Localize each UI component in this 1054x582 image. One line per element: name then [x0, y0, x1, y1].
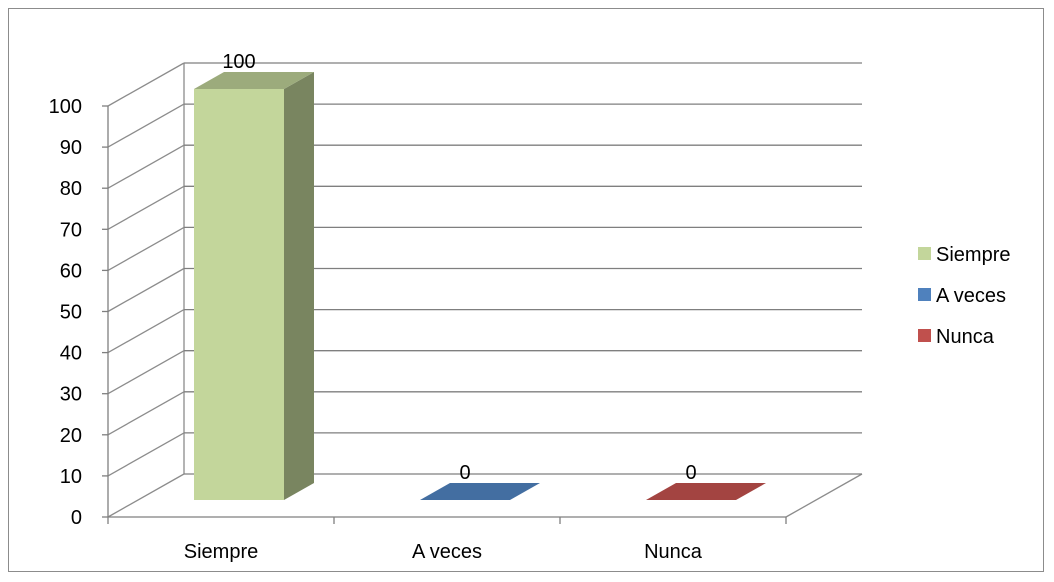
bar-top — [194, 72, 314, 89]
bar-siempre — [194, 72, 314, 500]
chart-floor — [785, 473, 863, 518]
bar-side — [284, 72, 314, 500]
legend-swatch — [918, 329, 931, 342]
side-gridline — [107, 309, 185, 354]
side-gridline — [107, 103, 185, 148]
bar-top — [646, 483, 766, 500]
data-label: 0 — [685, 462, 696, 484]
y-tick-label: 30 — [60, 384, 82, 406]
side-gridline — [107, 473, 185, 518]
side-gridline — [107, 391, 185, 436]
side-gridline — [107, 144, 185, 189]
bar-nunca — [646, 483, 766, 500]
x-axis: Siempre A veces Nunca — [107, 516, 787, 563]
y-tick-label: 10 — [60, 466, 82, 488]
y-tick-label: 20 — [60, 425, 82, 447]
side-gridline — [107, 62, 185, 107]
legend: Siempre A veces Nunca — [918, 244, 1010, 348]
legend-label: Nunca — [936, 326, 995, 348]
y-tick-label: 50 — [60, 302, 82, 324]
x-tick-label: Siempre — [184, 541, 258, 563]
y-tick-label: 60 — [60, 260, 82, 282]
bar-top — [420, 483, 540, 500]
legend-label: A veces — [936, 285, 1006, 307]
bar-a-veces — [420, 483, 540, 500]
legend-swatch — [918, 247, 931, 260]
y-tick-label: 100 — [49, 96, 82, 118]
legend-swatch — [918, 288, 931, 301]
legend-label: Siempre — [936, 244, 1010, 266]
y-tick-label: 70 — [60, 219, 82, 241]
bar-front — [194, 89, 284, 500]
data-label: 100 — [222, 51, 255, 73]
chart-frame — [8, 8, 1044, 572]
chart-bars — [194, 72, 766, 500]
floor-edge — [785, 473, 863, 518]
y-tick-label: 0 — [71, 507, 82, 529]
side-gridline — [107, 432, 185, 477]
side-gridline — [107, 185, 185, 230]
y-tick-label: 80 — [60, 178, 82, 200]
y-tick-label: 90 — [60, 137, 82, 159]
side-gridline — [107, 267, 185, 313]
side-gridline — [107, 350, 185, 395]
data-labels: 100 0 0 — [222, 51, 696, 484]
y-tick-label: 40 — [60, 343, 82, 365]
chart-side-wall — [107, 62, 185, 518]
y-axis: 0 10 20 30 40 50 60 70 80 90 100 — [49, 96, 109, 529]
side-gridline — [107, 226, 185, 271]
data-label: 0 — [459, 462, 470, 484]
x-tick-label: A veces — [412, 541, 482, 563]
x-tick-label: Nunca — [644, 541, 703, 563]
